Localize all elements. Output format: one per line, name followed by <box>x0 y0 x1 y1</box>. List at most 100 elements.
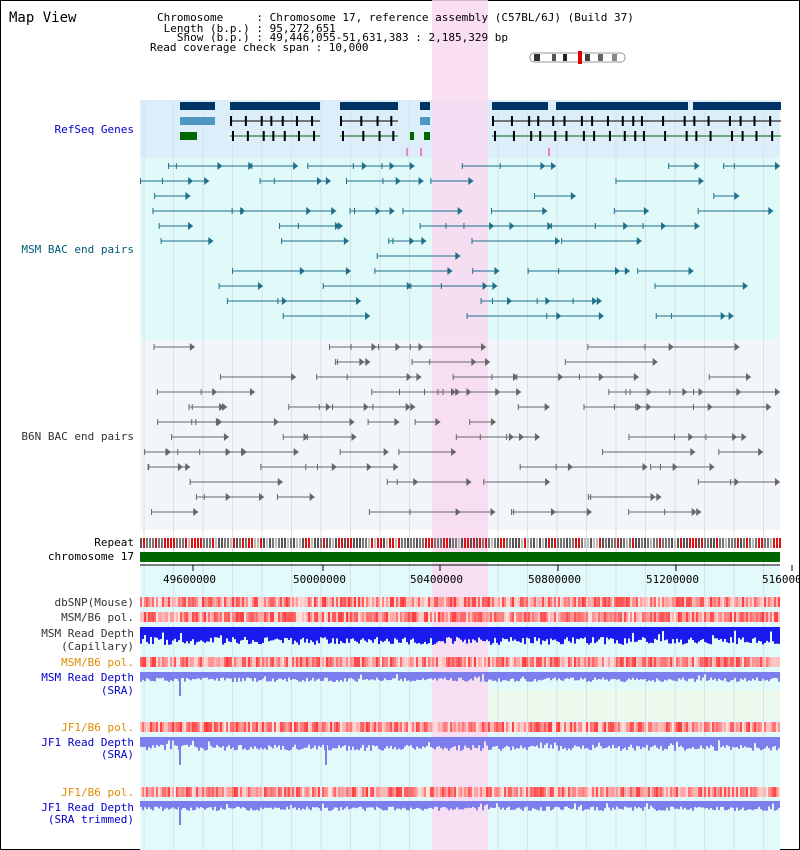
msm-sra-depth-bar <box>238 672 240 678</box>
jf1-b6-pol-heat-cell <box>300 722 302 732</box>
jf1-trim-depth-bar <box>206 801 208 809</box>
msm-b6-pol-sra-heat-cell <box>462 657 464 667</box>
bac-pair-arrow <box>742 282 748 290</box>
dbsnp-heat-cell <box>674 597 676 607</box>
msm-b6-pol-sra-heat-cell <box>658 657 660 667</box>
repeat-element <box>212 538 214 548</box>
bac-pair-arrow <box>208 237 214 245</box>
track-label-dbsnp[interactable]: dbSNP(Mouse) <box>54 596 134 609</box>
track-label-msm-read-depth-capillary[interactable]: MSM Read Depth <box>41 627 134 640</box>
jf1-trim-depth-bar <box>774 801 776 811</box>
bac-pair-arrow <box>481 343 487 351</box>
repeat-element <box>650 538 652 548</box>
msm-capillary-depth-bar <box>600 627 602 638</box>
track-label-msm-bac[interactable]: MSM BAC end pairs <box>21 243 134 256</box>
track-label-jf1-read-depth-sra[interactable]: JF1 Read Depth <box>41 736 134 749</box>
repeat-element <box>530 538 532 548</box>
track-label-jf1-b6-pol-trimmed[interactable]: JF1/B6 pol. <box>61 786 134 799</box>
msm-b6-pol-sra-heat-cell <box>288 657 290 667</box>
repeat-element <box>359 538 361 548</box>
track-label-msm-b6-pol[interactable]: MSM/B6 pol. <box>61 611 134 624</box>
msm-capillary-depth-bar <box>450 627 452 639</box>
dbsnp-heat-cell <box>448 597 450 607</box>
dbsnp-heat-cell <box>458 597 460 607</box>
msm-capillary-depth-bar <box>318 627 320 644</box>
bac-pair-arrow <box>189 343 195 351</box>
dbsnp-heat-cell <box>764 597 766 607</box>
track-label-refseq[interactable]: RefSeq Genes <box>54 123 134 136</box>
repeat-element <box>560 538 562 548</box>
msm-b6-pol-heat-cell <box>702 612 704 622</box>
track-label-jf1-b6-pol[interactable]: JF1/B6 pol. <box>61 721 134 734</box>
jf1-sra-depth-bar <box>190 737 192 746</box>
track-label-msm-b6-pol-sra[interactable]: MSM/B6 pol. <box>61 656 134 669</box>
msm-b6-pol-heat-cell <box>374 612 376 622</box>
jf1-b6-pol-heat-cell <box>168 722 170 732</box>
jf1-b6-pol-heat-cell <box>218 722 220 732</box>
jf1-b6-pol-trim-heat-cell <box>484 787 486 797</box>
jf1-sra-depth-bar <box>754 737 756 744</box>
msm-b6-pol-heat-cell <box>610 612 612 622</box>
track-label-b6n-bac[interactable]: B6N BAC end pairs <box>21 430 134 443</box>
repeat-element <box>260 538 262 548</box>
msm-b6-pol-heat-cell <box>212 612 214 622</box>
jf1-b6-pol-heat-cell <box>752 722 754 732</box>
msm-capillary-depth-bar <box>356 627 358 642</box>
dbsnp-heat-cell <box>568 597 570 607</box>
jf1-trim-depth-bar <box>554 801 556 808</box>
msm-sra-depth-bar <box>160 672 162 679</box>
msm-capillary-depth-bar <box>690 627 692 638</box>
dbsnp-heat-cell <box>498 597 500 607</box>
jf1-sra-depth-bar <box>246 737 248 751</box>
jf1-b6-pol-trim-heat-cell <box>416 787 418 797</box>
dbsnp-heat-cell <box>614 597 616 607</box>
msm-b6-pol-sra-heat-cell <box>182 657 184 667</box>
msm-b6-pol-sra-heat-cell <box>458 657 460 667</box>
msm-capillary-depth-bar <box>688 627 690 640</box>
repeat-element <box>605 538 607 548</box>
jf1-b6-pol-heat-cell <box>560 722 562 732</box>
jf1-sra-depth-bar <box>600 737 602 746</box>
jf1-b6-pol-heat-cell <box>658 722 660 732</box>
jf1-trim-depth-bar <box>724 801 726 811</box>
msm-b6-pol-heat-cell <box>408 612 410 622</box>
msm-b6-pol-sra-heat-cell <box>240 657 242 667</box>
msm-b6-pol-heat-cell <box>304 612 306 622</box>
jf1-trim-depth-bar <box>290 801 292 805</box>
track-label-repeat[interactable]: Repeat <box>94 536 134 549</box>
bac-pair-arrow <box>240 207 246 215</box>
bac-pair-arrow <box>698 177 704 185</box>
track-label-msm-read-depth-sra[interactable]: MSM Read Depth <box>41 671 134 684</box>
msm-b6-pol-sra-heat-cell <box>322 657 324 667</box>
msm-b6-pol-heat-cell <box>628 612 630 622</box>
jf1-b6-pol-heat-cell <box>628 722 630 732</box>
jf1-b6-pol-heat-cell <box>390 722 392 732</box>
dbsnp-heat-cell <box>358 597 360 607</box>
msm-b6-pol-sra-heat-cell <box>454 657 456 667</box>
jf1-b6-pol-trim-heat-cell <box>378 787 380 797</box>
bac-pair-arrow <box>250 388 256 396</box>
msm-capillary-depth-bar <box>206 627 208 642</box>
track-label-jf1-read-depth-trimmed[interactable]: JF1 Read Depth <box>41 801 134 814</box>
jf1-b6-pol-trim-heat-cell <box>510 787 512 797</box>
msm-b6-pol-heat-cell <box>692 612 694 622</box>
jf1-b6-pol-heat-cell <box>546 722 548 732</box>
msm-capillary-depth-bar <box>664 627 666 641</box>
msm-b6-pol-heat-cell <box>538 612 540 622</box>
msm-b6-pol-sra-heat-cell <box>664 657 666 667</box>
msm-capillary-depth-bar <box>262 627 264 643</box>
msm-capillary-depth-bar <box>436 627 438 643</box>
jf1-trim-depth-bar <box>380 801 382 809</box>
msm-sra-depth-bar <box>352 672 354 680</box>
repeat-element <box>377 538 379 548</box>
msm-capillary-depth-bar <box>380 627 382 641</box>
msm-sra-depth-bar <box>696 672 698 680</box>
jf1-trim-depth-bar <box>146 801 148 810</box>
msm-sra-depth-bar <box>768 672 770 682</box>
jf1-trim-depth-bar <box>242 801 244 807</box>
dbsnp-heat-cell <box>656 597 658 607</box>
msm-b6-pol-heat-cell <box>290 612 292 622</box>
msm-capillary-depth-bar <box>646 627 648 642</box>
msm-sra-depth-bar <box>724 672 726 679</box>
